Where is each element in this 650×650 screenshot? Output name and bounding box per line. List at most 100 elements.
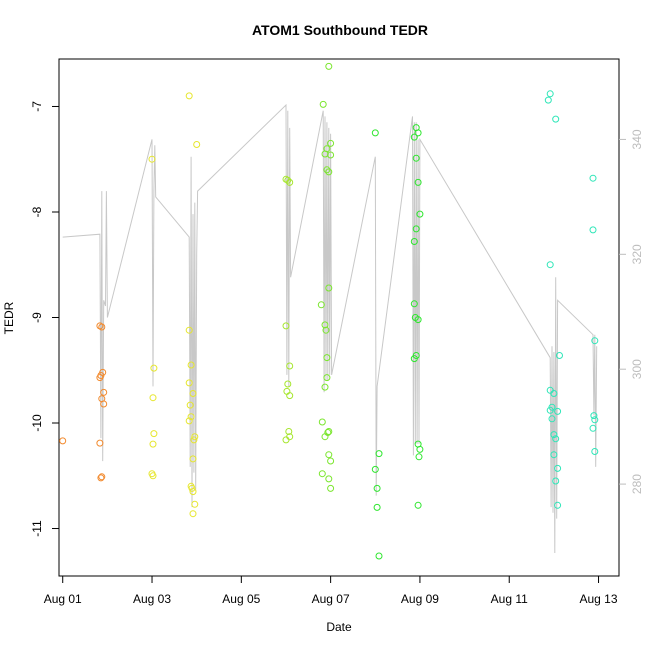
x-tick-label: Aug 01 — [44, 592, 82, 606]
data-point-series-3 — [282, 436, 290, 444]
data-point-series-2 — [190, 436, 198, 444]
y2-tick-label: 280 — [630, 474, 644, 494]
y-tick-label: -10 — [30, 414, 44, 432]
data-point-series-3 — [285, 428, 293, 435]
data-point-series-2 — [149, 472, 157, 480]
data-point-series-2 — [150, 364, 158, 372]
data-point-series-4 — [318, 418, 326, 426]
data-point-series-3 — [284, 176, 292, 184]
data-point-series-1 — [96, 374, 104, 382]
data-point-series-4 — [317, 301, 325, 309]
data-point-series-6 — [548, 415, 556, 423]
data-point-series-5 — [373, 503, 381, 511]
data-point-series-4 — [325, 168, 333, 176]
data-point-series-5 — [415, 453, 423, 461]
x-tick-label: Aug 11 — [491, 592, 528, 606]
data-point-series-5 — [375, 450, 383, 458]
data-point-series-6 — [550, 390, 558, 397]
y-tick-label: -8 — [30, 206, 44, 217]
data-point-series-6 — [552, 477, 560, 485]
data-point-series-6 — [589, 424, 597, 432]
data-point-series-3 — [282, 322, 290, 330]
data-point-series-5 — [414, 316, 422, 324]
data-point-series-6 — [554, 501, 562, 509]
data-point-series-4 — [318, 470, 326, 478]
data-point-series-5 — [410, 238, 418, 245]
data-point-series-6 — [556, 352, 563, 359]
data-point-series-2 — [150, 430, 158, 438]
data-point-series-5 — [373, 484, 381, 492]
data-point-series-4 — [325, 475, 333, 483]
data-point-series-5 — [414, 129, 422, 137]
data-point-series-5 — [371, 465, 379, 473]
y-tick-label: -7 — [30, 101, 44, 112]
data-point-series-4 — [327, 457, 335, 465]
data-point-series-2 — [185, 92, 193, 100]
data-point-series-5 — [375, 552, 383, 560]
data-point-series-4 — [319, 100, 327, 108]
data-point-series-5 — [414, 501, 422, 509]
data-point-series-5 — [410, 133, 418, 141]
data-point-series-4 — [323, 354, 331, 362]
y2-axis: 280 300 320 340 — [619, 129, 644, 494]
data-point-series-1 — [100, 388, 108, 396]
data-point-series-6 — [546, 90, 554, 98]
data-point-series-2 — [189, 455, 197, 463]
data-point-series-5 — [416, 210, 424, 218]
y2-tick-label: 300 — [630, 359, 644, 379]
x-tick-label: Aug 13 — [580, 592, 618, 606]
data-point-series-4 — [325, 451, 333, 459]
data-point-series-3 — [286, 362, 294, 370]
data-point-series-5 — [371, 129, 379, 137]
data-point-series-6 — [591, 337, 599, 345]
data-point-series-2 — [187, 361, 195, 369]
data-point-series-4 — [327, 484, 335, 492]
data-point-series-6 — [590, 412, 598, 420]
data-point-series-6 — [546, 406, 554, 414]
plot-frame — [58, 58, 620, 577]
data-point-series-2 — [148, 155, 156, 163]
data-point-series-2 — [193, 141, 201, 148]
data-point-series-1 — [100, 400, 108, 408]
data-point-series-1 — [96, 439, 104, 447]
data-point-series-6 — [554, 407, 562, 415]
data-point-series-5 — [412, 154, 420, 162]
x-tick-label: Aug 03 — [133, 592, 171, 606]
data-point-series-2 — [185, 417, 193, 425]
data-point-series-1 — [59, 437, 67, 445]
chart-title: ATOM1 Southbound TEDR — [252, 22, 428, 38]
data-point-series-2 — [189, 488, 197, 496]
y-axis-label: TEDR — [2, 301, 16, 334]
data-point-series-6 — [591, 448, 599, 455]
data-point-series-3 — [286, 178, 294, 186]
data-point-series-6 — [550, 451, 558, 459]
data-point-series-4 — [325, 284, 333, 292]
data-point-series-6 — [552, 435, 560, 443]
data-point-series-3 — [283, 387, 291, 395]
data-point-series-2 — [185, 326, 193, 334]
data-point-series-4 — [327, 151, 335, 159]
y2-tick-label: 340 — [630, 129, 644, 149]
data-point-series-4 — [321, 433, 329, 441]
data-point-series-2 — [149, 394, 157, 402]
data-point-series-6 — [550, 431, 558, 439]
y2-tick-label: 320 — [630, 244, 644, 264]
y-axis: -11 -10 -9 -8 -7 — [30, 101, 59, 537]
data-point-series-4 — [321, 321, 329, 329]
data-point-series-5 — [412, 225, 420, 233]
data-point-series-2 — [187, 413, 195, 421]
x-tick-label: Aug 07 — [312, 592, 350, 606]
data-point-series-6 — [591, 416, 599, 424]
data-point-series-2 — [186, 401, 194, 409]
data-point-series-6 — [589, 226, 597, 234]
data-point-series-3 — [284, 380, 292, 388]
data-point-series-4 — [327, 139, 335, 147]
heading-series-line — [62, 103, 598, 554]
data-point-series-2 — [149, 440, 157, 448]
data-point-series-6 — [546, 261, 554, 269]
data-point-series-5 — [410, 355, 418, 363]
data-point-series-4 — [325, 428, 333, 435]
scatter-points-layer — [59, 62, 599, 560]
data-point-series-4 — [323, 166, 331, 174]
